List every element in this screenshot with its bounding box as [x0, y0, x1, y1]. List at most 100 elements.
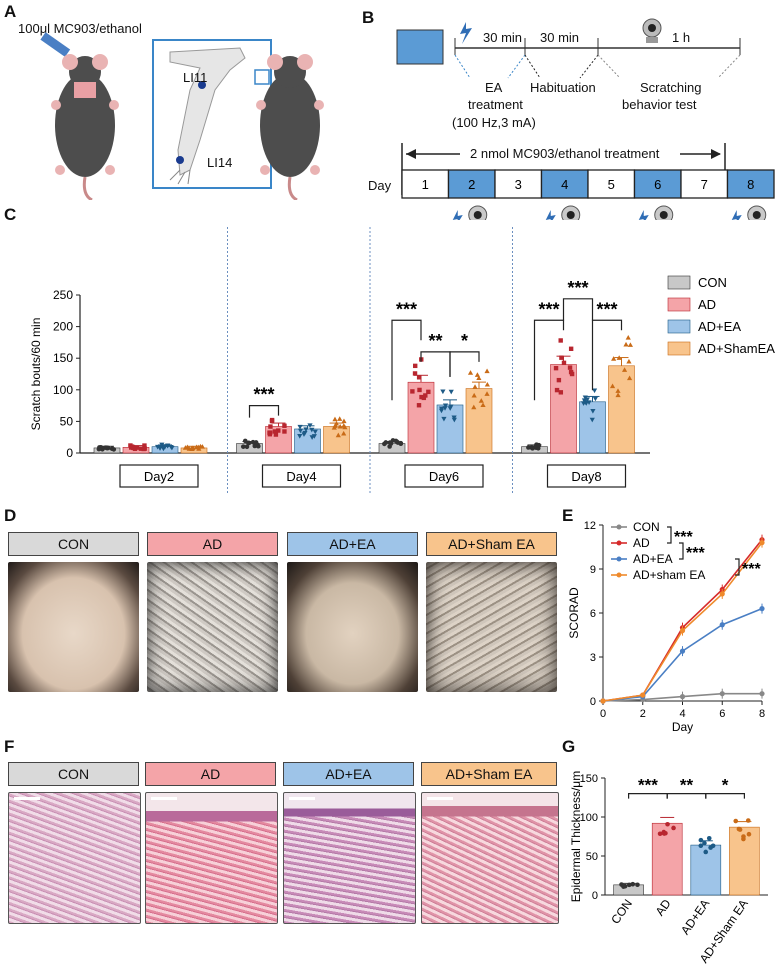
legend-marker	[616, 540, 622, 546]
data-point	[582, 395, 588, 401]
data-point	[586, 400, 592, 406]
data-point	[267, 430, 272, 435]
data-point	[419, 394, 424, 400]
significance-bracket	[420, 351, 451, 377]
bar-ad-day8	[550, 364, 577, 454]
data-point	[413, 363, 418, 369]
x-axis-label: Day	[672, 720, 693, 734]
photo-label-adea: AD+EA	[287, 532, 418, 556]
line-3	[602, 542, 763, 702]
data-point	[702, 840, 707, 846]
data-point	[471, 404, 477, 410]
significance-label: **	[680, 776, 694, 795]
significance-label: ***	[396, 299, 417, 319]
data-point	[440, 389, 446, 395]
data-point	[337, 423, 343, 429]
acupoint-li14-label: LI14	[207, 155, 233, 170]
y-tick-label: 3	[590, 652, 596, 664]
bar-ad-shamea-day6	[465, 388, 493, 454]
data-point	[703, 849, 709, 855]
data-point	[554, 387, 560, 393]
significance-bracket	[248, 405, 280, 418]
data-point	[569, 371, 575, 377]
data-point	[268, 424, 273, 429]
data-point	[195, 444, 201, 450]
data-point	[626, 375, 633, 381]
day-cell-label: 1	[422, 177, 429, 192]
data-point	[558, 338, 563, 343]
data-point	[746, 831, 752, 837]
phase3-time: 1 h	[672, 30, 691, 45]
significance-bracket	[562, 298, 594, 321]
phase1-name: EA	[485, 80, 503, 95]
data-point	[737, 827, 743, 832]
day-cell-6	[633, 169, 682, 199]
group-label: Day4	[286, 469, 316, 484]
data-point	[553, 365, 559, 371]
group-label-box	[119, 464, 199, 488]
histo-photo-ad	[145, 792, 278, 924]
data-point	[269, 418, 275, 424]
data-point	[96, 446, 102, 452]
legend-marker	[616, 524, 622, 530]
data-point	[303, 427, 309, 432]
lightning-icon	[460, 22, 472, 44]
significance-bracket	[533, 319, 565, 401]
legend-label: AD+ShamEA	[698, 341, 775, 356]
data-point	[635, 882, 640, 888]
data-point	[478, 398, 484, 403]
legend-swatch	[667, 319, 691, 334]
data-point	[416, 403, 422, 408]
day-cell-label: 8	[747, 177, 754, 192]
data-point	[410, 389, 415, 394]
data-point	[311, 434, 317, 439]
data-point	[591, 388, 598, 394]
data-point	[621, 884, 627, 889]
legend-label: AD	[633, 536, 650, 550]
data-point	[698, 843, 704, 848]
data-point	[568, 346, 574, 351]
scale-bar	[289, 797, 315, 800]
y-tick-label: 100	[53, 383, 73, 397]
skin-photo-con	[8, 562, 139, 692]
data-point	[159, 442, 165, 448]
data-point	[567, 365, 573, 370]
data-point	[611, 356, 617, 361]
day-cell-label: 7	[701, 177, 708, 192]
data-point	[383, 440, 389, 445]
bar-ad-shamea-day8	[608, 365, 635, 454]
significance-label: ***	[567, 278, 588, 298]
data-point	[242, 438, 248, 444]
mouse-left-icon	[51, 54, 119, 200]
data-point	[162, 444, 168, 450]
significance-bracket	[679, 542, 684, 560]
lightning-icon	[452, 210, 463, 220]
x-tick-label: 0	[600, 708, 606, 720]
y-axis-label: Epidermal Thickness/μm	[569, 771, 583, 902]
data-point	[189, 446, 195, 451]
line-point	[600, 698, 606, 704]
y-tick-label: 150	[53, 351, 73, 365]
significance-bracket	[449, 351, 480, 377]
y-tick-label: 0	[592, 890, 598, 902]
data-point	[615, 388, 621, 393]
legend-label: AD	[698, 297, 716, 312]
y-tick-label: 250	[53, 288, 73, 302]
y-tick-label: 0	[66, 446, 73, 460]
day-cells: 1 2 3 4 5 6 7 8	[401, 169, 775, 199]
data-point	[182, 445, 189, 450]
data-point	[530, 446, 535, 451]
y-tick-label: 50	[60, 414, 74, 428]
data-point	[558, 390, 564, 395]
data-point	[332, 423, 338, 428]
y-tick-label: 0	[590, 696, 596, 708]
day-cell-5	[587, 169, 636, 199]
data-point	[698, 837, 704, 843]
photo-label-sham: AD+Sham EA	[426, 532, 557, 556]
line-1	[602, 539, 763, 702]
significance-label: *	[722, 776, 729, 795]
histo-photo-con	[8, 792, 141, 924]
data-point	[412, 371, 418, 376]
histo-label-adea: AD+EA	[283, 762, 414, 786]
group-label-box	[261, 464, 342, 488]
